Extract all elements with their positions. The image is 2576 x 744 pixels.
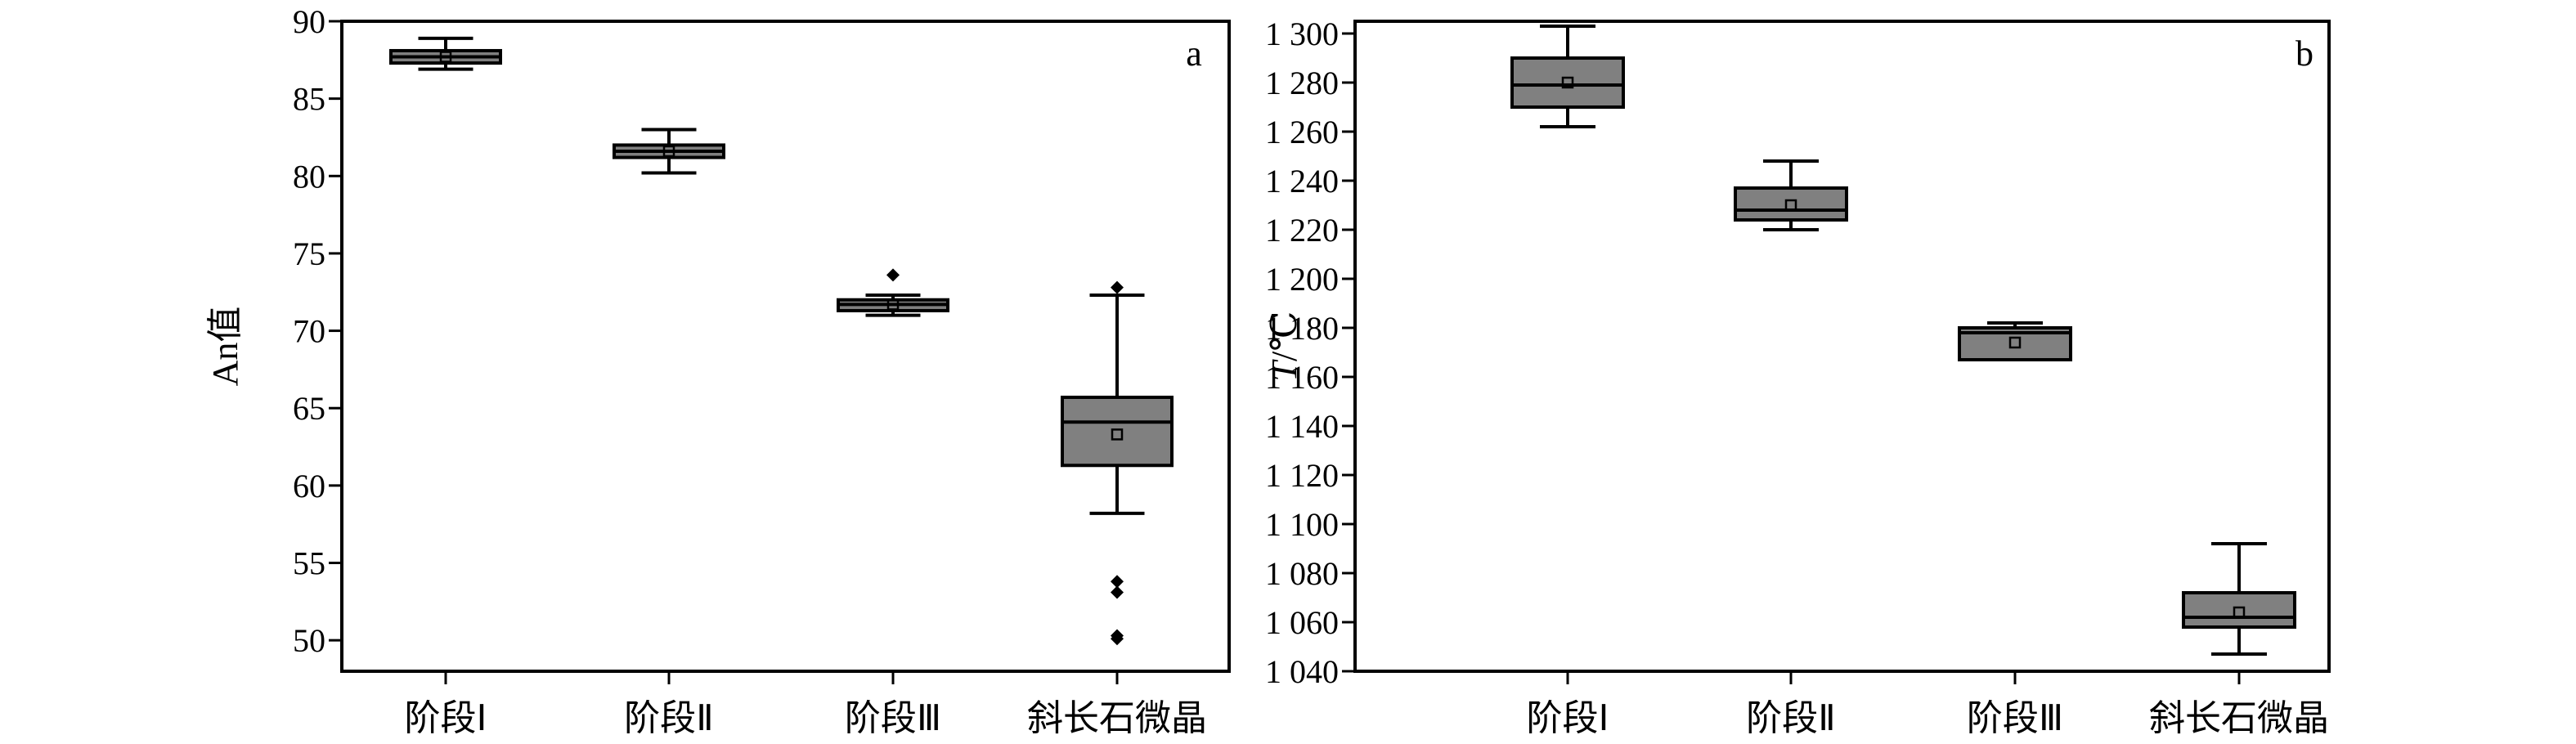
panel-a: 50 55 60 65 70 75 80 85 90 An值 a 阶段Ⅰ 阶段Ⅱ 阶段Ⅲ 斜长石微晶 (205, 3, 1231, 739)
panel-letter: a (1186, 34, 1202, 74)
y-axis-title: T/℃ (1264, 311, 1304, 382)
plot-frame (340, 20, 1231, 673)
y-tick-label: 1 060 (1265, 604, 1339, 641)
x-category-label: 阶段Ⅰ (405, 697, 487, 739)
x-category-label: 阶段Ⅰ (1527, 697, 1609, 739)
outlier-point (1111, 280, 1124, 294)
y-tick-label: 65 (293, 390, 325, 427)
y-tick-label: 1 220 (1265, 212, 1339, 249)
x-category-label: 阶段Ⅲ (845, 697, 941, 739)
y-tick-label: 1 280 (1265, 65, 1339, 101)
y-tick-label: 60 (293, 468, 325, 504)
y-tick-label: 1 180 (1265, 310, 1339, 347)
x-category-label: 阶段Ⅲ (1967, 697, 2063, 739)
plot-frame (1353, 20, 2331, 673)
y-tick-label: 85 (293, 81, 325, 118)
box (2182, 591, 2296, 629)
y-tick-label: 1 120 (1265, 457, 1339, 494)
y-tick-label: 90 (293, 3, 325, 40)
y-tick-label: 55 (293, 545, 325, 582)
outlier-point (1111, 575, 1124, 589)
mean-marker (2008, 336, 2022, 349)
y-tick-label: 1 140 (1265, 408, 1339, 445)
y-axis-title: An值 (205, 307, 245, 387)
mean-marker (1561, 76, 1574, 89)
y-tick-label: 1 200 (1265, 261, 1339, 298)
y-tick-label: 80 (293, 158, 325, 195)
y-tick-label: 1 300 (1265, 16, 1339, 52)
panel-letter: b (2296, 34, 2313, 74)
mean-marker (1784, 199, 1797, 212)
x-category-label: 斜长石微晶 (1027, 697, 1207, 739)
outlier-point (1111, 585, 1124, 599)
x-category-label: 阶段Ⅱ (624, 697, 714, 739)
y-tick-label: 1 100 (1265, 506, 1339, 543)
mean-marker (2233, 606, 2246, 619)
mean-marker (886, 298, 900, 311)
x-category-label: 阶段Ⅱ (1746, 697, 1836, 739)
box (1510, 56, 1625, 109)
y-tick-label: 70 (293, 313, 325, 350)
mean-marker (662, 145, 675, 158)
mean-marker (439, 51, 452, 63)
outlier-point (886, 268, 900, 282)
y-tick-label: 1 160 (1265, 359, 1339, 396)
y-tick-label: 1 260 (1265, 114, 1339, 150)
box (1734, 186, 1848, 222)
x-category-label: 斜长石微晶 (2149, 697, 2329, 739)
y-tick-label: 1 080 (1265, 555, 1339, 592)
y-tick-label: 1 040 (1265, 653, 1339, 690)
panel-b: 1 040 1 060 1 080 1 100 1 120 1 140 1 160 1 180… (1264, 16, 2331, 739)
y-tick-label: 75 (293, 235, 325, 272)
box (1061, 395, 1174, 468)
y-tick-label: 50 (293, 622, 325, 659)
outlier-point (1111, 632, 1124, 646)
mean-marker (1111, 428, 1124, 441)
y-tick-label: 1 240 (1265, 163, 1339, 199)
